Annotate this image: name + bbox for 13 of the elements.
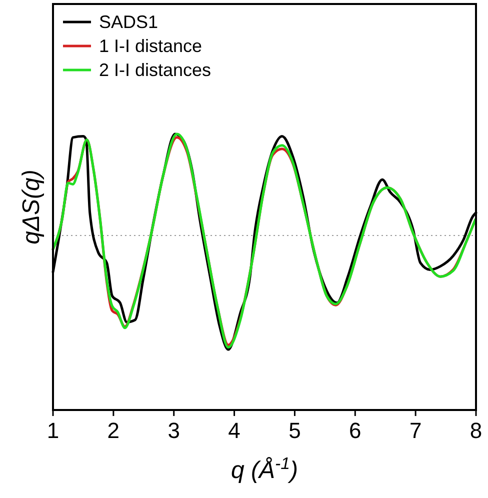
- legend-label: SADS1: [99, 12, 158, 32]
- x-tick-label: 4: [228, 418, 240, 443]
- x-tick-label: 3: [168, 418, 180, 443]
- x-tick-label: 8: [470, 418, 482, 443]
- x-tick-label: 1: [46, 418, 60, 443]
- y-axis-title: qΔS(q): [18, 170, 45, 244]
- x-tick-label: 5: [288, 418, 301, 443]
- x-tick-label: 7: [409, 418, 422, 443]
- x-tick-label: 6: [349, 418, 362, 443]
- legend-label: 2 I-I distances: [99, 60, 212, 80]
- x-axis-title: q (Å$^{-1}$): [231, 454, 298, 484]
- x-tick-label: 2: [107, 418, 120, 443]
- legend-label: 1 I-I distance: [99, 36, 202, 56]
